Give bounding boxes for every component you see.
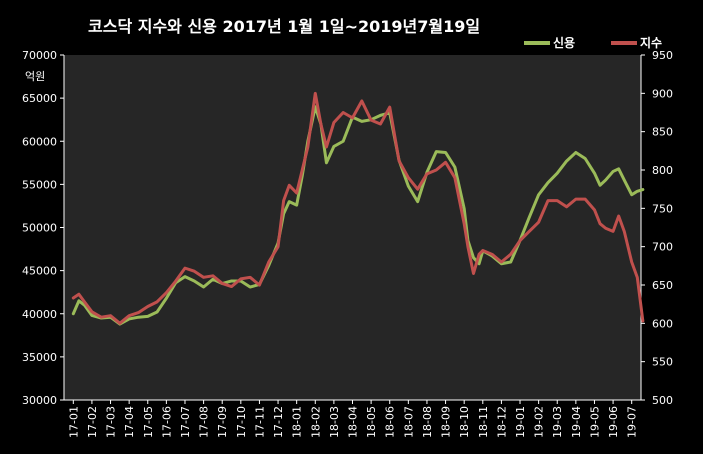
x-tick-label: 19-05: [588, 406, 601, 438]
x-tick-label: 18-11: [477, 406, 490, 438]
x-tick-label: 19-01: [514, 406, 527, 438]
left-tick-label: 60000: [22, 135, 57, 148]
left-tick-label: 30000: [22, 394, 57, 407]
x-tick-label: 18-02: [309, 406, 322, 438]
legend-swatch-index: [611, 40, 637, 45]
x-tick-label: 18-05: [365, 406, 378, 438]
x-tick-label: 17-02: [86, 406, 99, 438]
right-tick-label: 500: [652, 394, 673, 407]
x-tick-label: 19-07: [626, 406, 639, 438]
right-tick-label: 950: [652, 49, 673, 62]
x-tick-label: 17-04: [123, 406, 136, 438]
series-line-index: [71, 91, 645, 325]
x-tick-label: 17-03: [105, 406, 118, 438]
x-tick-label: 17-10: [235, 406, 248, 438]
chart-title: 코스닥 지수와 신용 2017년 1월 1일~2019년7월19일: [88, 17, 481, 36]
x-tick-label: 19-06: [607, 406, 620, 438]
left-tick-label: 65000: [22, 92, 57, 105]
legend-label-credit: 신용: [553, 36, 576, 50]
x-tick-label: 18-08: [421, 406, 434, 438]
right-tick-label: 800: [652, 164, 673, 177]
left-tick-label: 40000: [22, 308, 57, 321]
left-tick-label: 50000: [22, 222, 57, 235]
right-tick-label: 550: [652, 356, 673, 369]
legend-label-index: 지수: [640, 36, 663, 50]
x-tick-label: 17-07: [179, 406, 192, 438]
x-tick-label: 17-08: [198, 406, 211, 438]
right-tick-label: 850: [652, 126, 673, 139]
x-tick-label: 18-06: [384, 406, 397, 438]
plot-area: [64, 55, 641, 400]
left-axis: 30000 35000 40000 45000 50000 55000 60000 65000…: [22, 49, 65, 407]
x-tick-label: 18-10: [458, 406, 471, 438]
right-axis: 500 550 600 650 700 750 800 850 900 950: [640, 49, 673, 407]
right-tick-label: 700: [652, 241, 673, 254]
series-layer: [71, 91, 645, 326]
x-tick-label: 19-04: [570, 406, 583, 438]
left-tick-label: 45000: [22, 265, 57, 278]
unit-label: 억원: [25, 70, 46, 83]
x-tick-label: 18-07: [402, 406, 415, 438]
left-tick-label: 35000: [22, 351, 57, 364]
legend-item-index: 지수: [611, 34, 662, 51]
x-tick-label: 17-05: [142, 406, 155, 438]
x-tick-label: 18-09: [440, 406, 453, 438]
legend-item-credit: 신용: [524, 34, 575, 51]
right-tick-label: 650: [652, 279, 673, 292]
x-tick-label: 17-09: [216, 406, 229, 438]
right-tick-label: 900: [652, 87, 673, 100]
left-tick-label: 55000: [22, 178, 57, 191]
left-tick-label: 70000: [22, 49, 57, 62]
right-tick-label: 750: [652, 202, 673, 215]
x-tick-label: 18-12: [495, 406, 508, 438]
x-tick-label: 17-12: [272, 406, 285, 438]
x-axis: 17-01 17-02 17-03 17-04 17-05 17-06 17-07 17-08…: [64, 399, 641, 438]
x-tick-label: 17-01: [67, 406, 80, 438]
x-tick-label: 19-03: [551, 406, 564, 438]
x-tick-label: 18-01: [291, 406, 304, 438]
legend-swatch-credit: [524, 40, 550, 45]
x-tick-label: 19-02: [533, 406, 546, 438]
x-tick-label: 17-11: [253, 406, 266, 438]
x-tick-label: 18-04: [347, 406, 360, 438]
x-tick-label: 17-06: [160, 406, 173, 438]
right-tick-label: 600: [652, 317, 673, 330]
x-tick-label: 18-03: [328, 406, 341, 438]
series-line-credit: [71, 105, 645, 326]
